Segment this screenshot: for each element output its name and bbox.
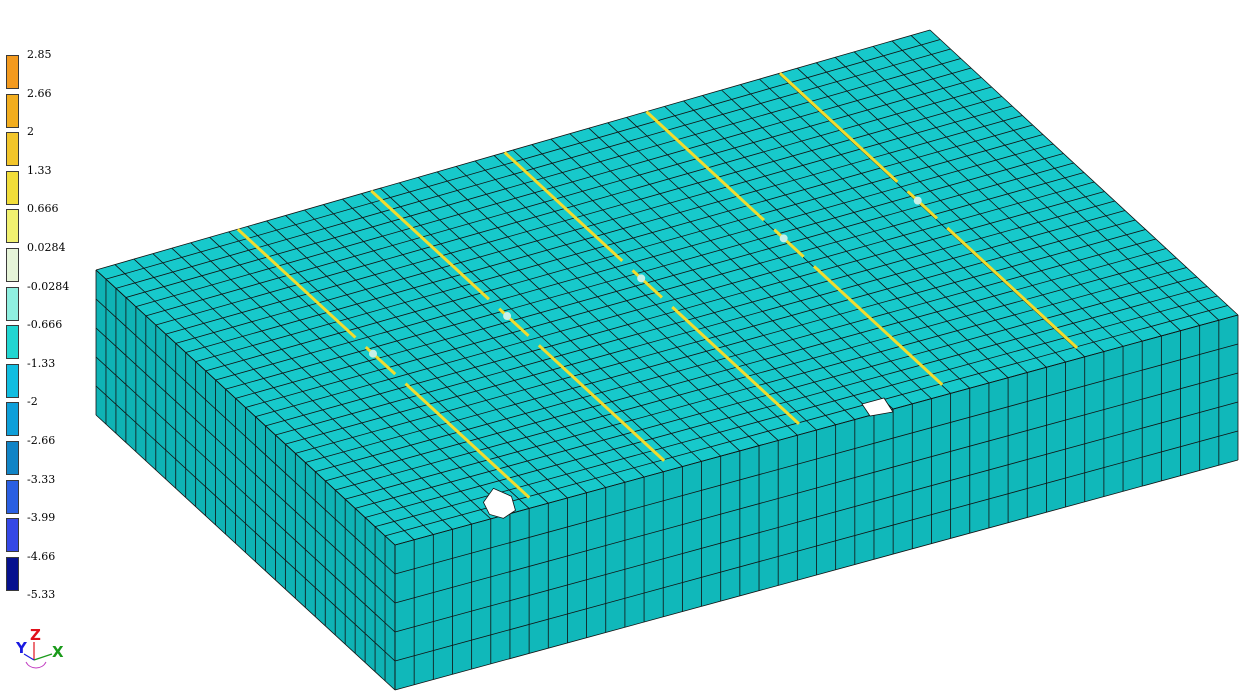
- stripe-node: [913, 196, 922, 205]
- legend-swatch: [6, 170, 19, 205]
- legend-swatch: [6, 363, 19, 398]
- legend-tick-label: 2.66: [27, 86, 52, 100]
- stress-stripe: [503, 151, 800, 426]
- legend-swatch: [6, 209, 19, 244]
- stress-stripes: [236, 72, 1079, 499]
- legend-swatch: [6, 55, 19, 89]
- legend-tick-label: 0.0284: [27, 241, 66, 254]
- legend-swatch: [6, 402, 19, 437]
- axis-triad: Z Y X: [12, 628, 72, 674]
- stress-stripe: [370, 189, 666, 462]
- stress-stripe: [645, 110, 944, 386]
- stress-stripe: [778, 72, 1079, 350]
- legend-tick-label: 0.666: [27, 202, 59, 216]
- top-face: [96, 30, 1238, 545]
- legend-swatch: [6, 132, 19, 167]
- legend-swatch: [6, 325, 19, 360]
- mesh-hole: [482, 487, 516, 519]
- stripe-node: [779, 234, 788, 243]
- legend-tick-label: -3.99: [27, 511, 56, 525]
- legend-tick-label: -5.33: [27, 588, 56, 602]
- axis-y-label: Y: [16, 639, 27, 657]
- legend-swatch: [6, 479, 19, 514]
- legend-swatch: [6, 93, 19, 128]
- axis-x-label: X: [52, 643, 64, 661]
- legend-swatch: [6, 518, 19, 553]
- legend-swatch: [6, 441, 19, 475]
- legend-tick-label: -1.33: [27, 356, 56, 370]
- axis-triad-icon: [23, 642, 53, 669]
- legend-tick-label: -0.666: [27, 318, 63, 332]
- legend-tick-label: -4.66: [27, 549, 56, 563]
- stripe-node: [369, 349, 378, 358]
- stress-stripe: [236, 228, 531, 499]
- legend-swatch: [6, 556, 19, 591]
- color-legend: 2.85 2.66 2 1.33 0.666 0.0284 -0.0284 -0.666 -1.…: [0, 0, 80, 620]
- legend-tick-label: 1.33: [27, 163, 52, 177]
- legend-swatch: [6, 248, 19, 282]
- mesh-lines: [95, 29, 1239, 691]
- legend-tick-label: -0.0284: [27, 279, 70, 293]
- mesh-hole: [861, 397, 894, 417]
- axis-z-label: Z: [30, 626, 41, 644]
- legend-tick-label: -2.66: [27, 434, 56, 447]
- stripe-node: [637, 274, 646, 283]
- legend-swatch: [6, 286, 19, 321]
- stripe-node: [503, 312, 512, 321]
- legend-tick-label: 2.85: [27, 48, 52, 61]
- legend-tick-label: 2: [27, 125, 34, 139]
- legend-tick-label: -3.33: [27, 472, 56, 486]
- legend-tick-label: -2: [27, 395, 38, 409]
